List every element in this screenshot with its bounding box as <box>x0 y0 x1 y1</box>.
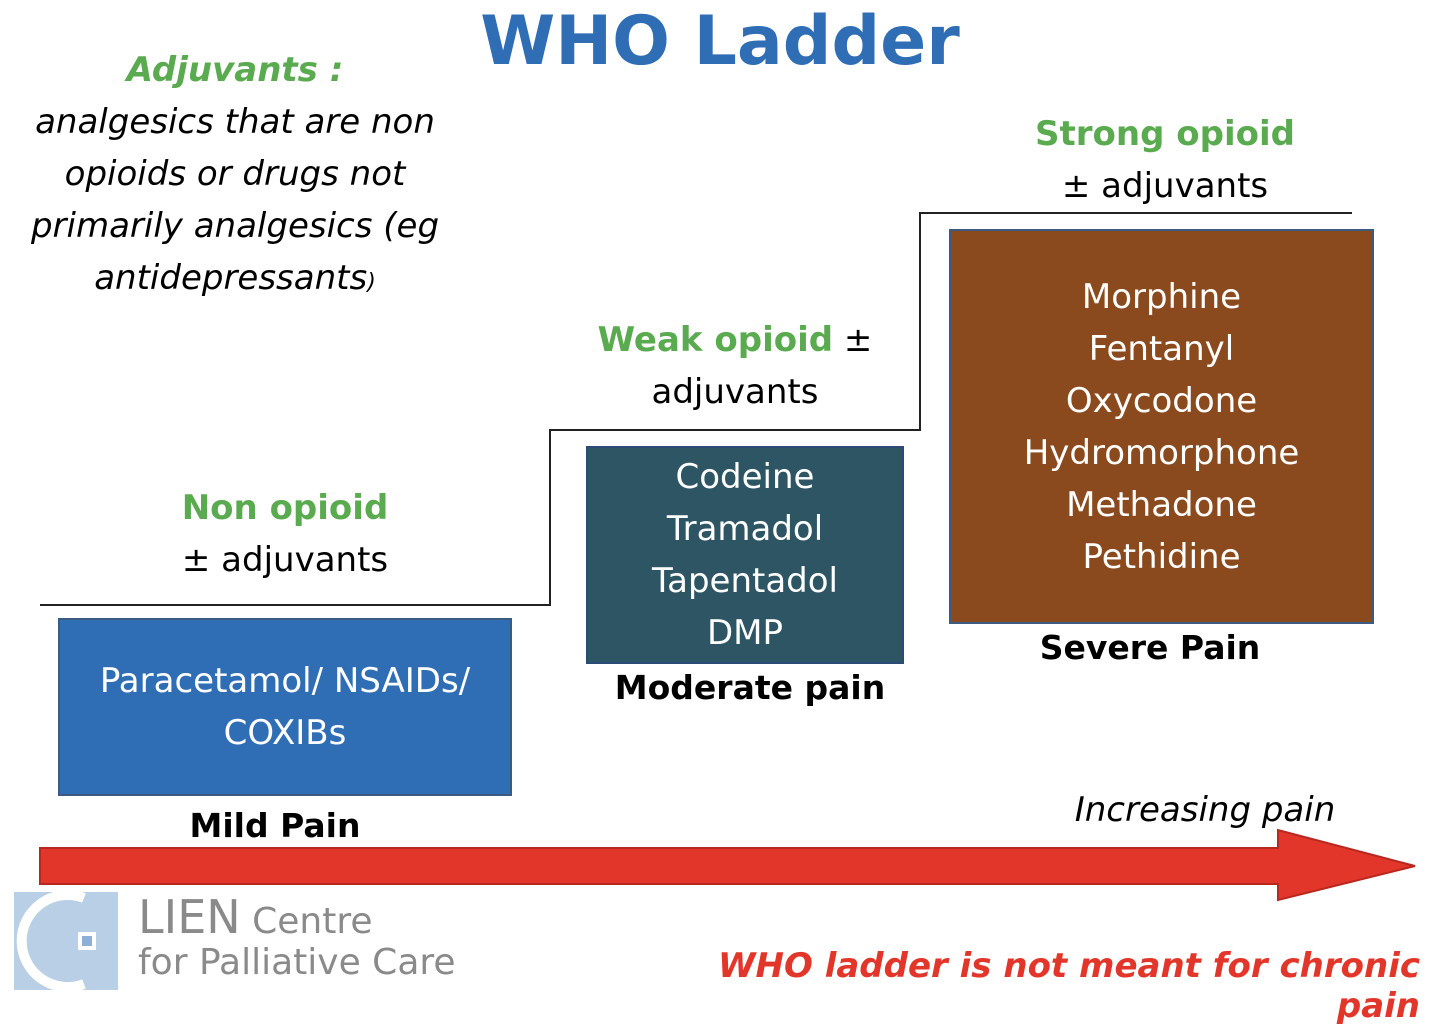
severe-step-title: Strong opioid <box>1035 114 1295 154</box>
mild-step-title: Non opioid <box>181 488 389 528</box>
severe-step-sub: ± adjuvants <box>1061 166 1269 206</box>
severe-pain-label: Severe Pain <box>1039 628 1261 667</box>
drug-item: Pethidine <box>1082 536 1241 577</box>
adjuvants-heading: Adjuvants : <box>126 50 344 90</box>
adjuvants-line: primarily analgesics (eg <box>30 206 440 246</box>
moderate-step-heading: Weak opioid ± adjuvants <box>560 314 910 418</box>
lien-centre-logo: LIEN Centre for Palliative Care <box>14 890 456 995</box>
drug-item: DMP <box>706 613 784 653</box>
severe-drug-box: Morphine Fentanyl Oxycodone Hydromorphon… <box>949 229 1374 624</box>
drug-item: Tapentadol <box>651 561 839 601</box>
severe-step-heading: Strong opioid ± adjuvants <box>980 108 1350 212</box>
moderate-step-title: Weak opioid <box>597 320 834 360</box>
logo-text-lien: LIEN <box>138 890 241 944</box>
mild-drug-box: Paracetamol/ NSAIDs/ COXIBs <box>58 618 512 796</box>
chronic-pain-warning: WHO ladder is not meant for chronic pain <box>718 946 1420 1026</box>
moderate-pain-label: Moderate pain <box>614 668 886 707</box>
mild-step-heading: Non opioid ± adjuvants <box>95 482 475 586</box>
moderate-step-sub: adjuvants <box>651 372 819 412</box>
drug-item: Tramadol <box>666 509 824 549</box>
increasing-pain-label: Increasing pain <box>1074 790 1336 830</box>
moderate-drug-box: Codeine Tramadol Tapentadol DMP <box>586 446 904 664</box>
drug-item: COXIBs <box>223 713 347 753</box>
ladder-graphics <box>39 212 1416 902</box>
page-title: WHO Ladder <box>480 2 960 81</box>
drug-item: Codeine <box>675 457 815 497</box>
logo-text-centre: Centre <box>240 901 373 942</box>
ladder-step-line <box>40 212 1352 606</box>
adjuvants-line: antidepressants) <box>94 258 376 298</box>
increasing-pain-arrow <box>39 828 1416 902</box>
logo-mark-icon <box>14 892 118 990</box>
drug-item: Methadone <box>1066 484 1257 525</box>
drug-item: Hydromorphone <box>1023 432 1300 473</box>
adjuvants-line: analgesics that are non <box>35 102 435 142</box>
adjuvants-line: opioids or drugs not <box>64 154 406 194</box>
drug-item: Fentanyl <box>1088 328 1235 369</box>
drug-item: Oxycodone <box>1065 380 1258 421</box>
drug-item: Paracetamol/ NSAIDs/ <box>99 661 471 701</box>
drug-item: Morphine <box>1081 276 1242 317</box>
mild-step-sub: ± adjuvants <box>181 540 389 580</box>
logo-text-palliative: for Palliative Care <box>138 942 456 983</box>
adjuvants-note: Adjuvants : analgesics that are non opio… <box>10 44 460 309</box>
mild-pain-label: Mild Pain <box>189 806 361 845</box>
